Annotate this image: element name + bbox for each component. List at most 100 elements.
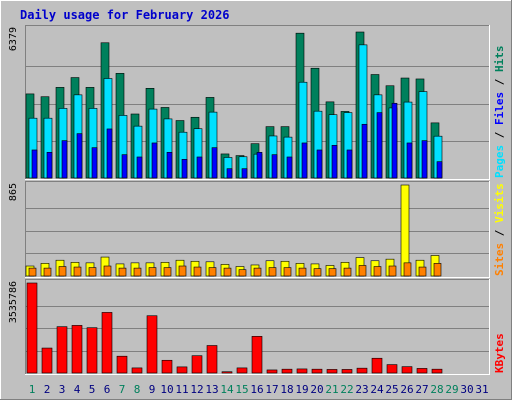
x-tick-label: 9 [149,383,156,396]
x-tick-label: 21 [325,383,338,396]
bar-kbytes [146,315,158,374]
bar-kbytes [176,366,188,374]
bar-sites [133,267,142,277]
bar-kbytes [41,347,53,374]
panel-kbytes: 3535786 KBytes [8,279,506,375]
legend-item-sites: Sites [493,243,506,276]
x-tick-label: 25 [385,383,398,396]
bar-kbytes [116,355,128,374]
legend-item-kbytes: KBytes [493,333,506,373]
bar-kbytes [311,368,323,374]
bar-sites [238,269,247,277]
bar-kbytes [26,282,38,374]
bar-sites [418,266,427,277]
bar-sites [58,266,67,277]
bar-sites [163,267,172,277]
bar-sites [313,268,322,277]
bar-pages [76,133,83,179]
bar-sites [208,267,217,277]
legend: Pages / Files / Hits [493,46,506,179]
x-tick-label: 1 [29,383,36,396]
x-tick-label: 23 [355,383,368,396]
bar-kbytes [401,366,413,374]
bar-kbytes [206,345,218,374]
x-tick-label: 4 [74,383,81,396]
bar-kbytes [221,371,233,374]
x-tick-label: 11 [175,383,188,396]
bar-sites [28,267,37,277]
bar-sites [103,265,112,277]
bar-kbytes [416,368,428,374]
legend-item-files: Files [493,92,506,125]
x-tick-label: 8 [134,383,141,396]
bar-kbytes [326,369,338,374]
bar-sites [118,267,127,277]
bar-kbytes [296,368,308,374]
bar-sites [73,266,82,277]
bar-sites [193,266,202,277]
x-axis-day-labels: 1 2 3 4 5 6 7 8 9 10 11 12 13 14 15 16 17 18 19 20 21 22 23 24 2… [29,383,489,396]
bar-pages [121,154,128,179]
x-tick-label: 14 [220,383,234,396]
x-tick-label: 12 [190,383,203,396]
chart-title: Daily usage for February 2026 [20,8,230,22]
panel-visits-sites: 865 Sites / Visits [8,181,506,278]
bar-pages [271,154,278,179]
x-tick-label: 13 [205,383,218,396]
bar-sites [223,267,232,277]
bar-pages [61,140,68,179]
bar-pages [136,156,143,179]
bar-pages [106,128,113,179]
bar-pages [346,149,353,179]
bar-pages [91,147,98,179]
bar-kbytes [431,368,443,374]
bar-kbytes [131,367,143,374]
bar-sites [403,262,412,277]
bar-pages [151,142,158,179]
bar-pages [301,142,308,179]
bar-kbytes [251,336,263,374]
legend-item-hits: Hits [493,46,506,73]
bar-kbytes [386,364,398,374]
bar-pages [376,112,383,179]
bar-kbytes [236,367,248,374]
bar-pages [181,159,188,179]
x-tick-label: 3 [59,383,66,396]
legend-separator: / [493,72,506,92]
x-tick-label: 2 [44,383,51,396]
y-max-label: 3535786 [8,281,19,323]
y-max-label: 6379 [8,27,19,51]
bar-kbytes [266,369,278,374]
legend-item-pages: Pages [493,145,506,178]
bar-kbytes [56,326,68,374]
bar-visits [400,184,410,277]
bar-sites [358,265,367,277]
bar-pages [31,149,38,179]
legend: Sites / Visits [493,183,506,276]
bar-sites [268,267,277,277]
bar-sites [88,267,97,277]
bar-pages [211,147,218,179]
x-tick-label: 28 [430,383,443,396]
x-tick-label: 26 [400,383,413,396]
bar-pages [331,144,338,179]
bar-kbytes [86,327,98,374]
x-tick-label: 18 [280,383,293,396]
bar-sites [388,265,397,277]
x-tick-label: 22 [340,383,353,396]
bar-sites [283,267,292,277]
x-tick-label: 17 [265,383,278,396]
chart-panels: 6379 Pages / Files / Hits 865 Sites / Visit… [8,25,506,375]
x-tick-label: 10 [160,383,173,396]
bar-kbytes [191,355,203,374]
bar-sites [178,265,187,277]
bar-kbytes [281,368,293,374]
bars-visits-sites [25,184,442,277]
bar-pages [406,142,413,179]
legend-separator: / [493,223,506,243]
panel-hits-files-pages: 6379 Pages / Files / Hits [8,25,506,180]
legend: KBytes [493,333,506,373]
bar-sites [298,267,307,277]
x-tick-label: 20 [310,383,323,396]
bar-kbytes [341,369,353,374]
